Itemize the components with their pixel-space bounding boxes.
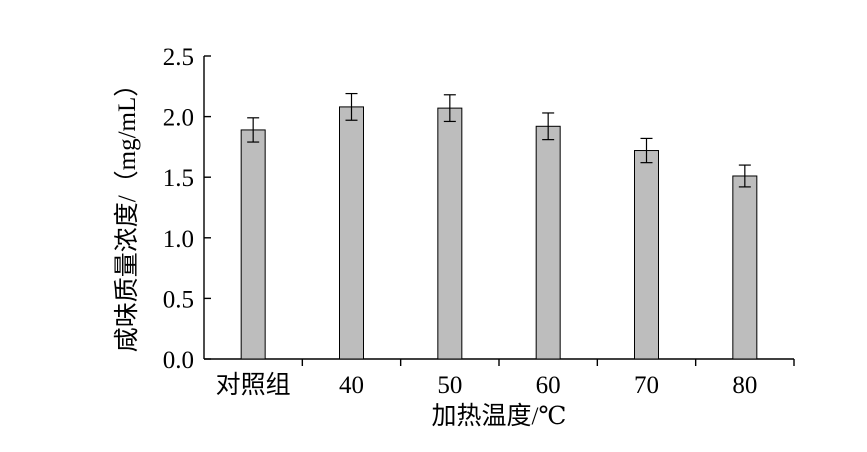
- bar: [732, 175, 758, 360]
- y-tick-label: 0.5: [163, 286, 194, 313]
- y-tick-label: 2.5: [163, 44, 194, 71]
- y-axis-title: 咸味质量浓度/（mg/mL）: [113, 72, 141, 353]
- x-tick-label: 40: [339, 372, 364, 399]
- x-tick-label: 50: [437, 372, 462, 399]
- x-tick-label: 60: [536, 372, 561, 399]
- bar: [535, 125, 561, 360]
- x-tick-label: 70: [634, 372, 659, 399]
- x-axis-title: 加热温度/℃: [432, 402, 567, 430]
- y-tick-label: 1.5: [163, 165, 194, 192]
- y-tick-label: 1.0: [163, 226, 194, 253]
- bar: [634, 150, 659, 360]
- x-tick-label: 80: [732, 372, 757, 399]
- bar: [437, 107, 463, 360]
- y-tick-label: 0.0: [163, 347, 194, 374]
- y-tick-label: 2.0: [163, 105, 194, 132]
- bar: [339, 106, 364, 360]
- plot-area: 0.0 0.5 1.0 1.5 2.0 2.5 对照组 40 50 60 70 80: [163, 44, 795, 399]
- bar: [240, 129, 266, 360]
- x-tick-label: 对照组: [216, 371, 291, 399]
